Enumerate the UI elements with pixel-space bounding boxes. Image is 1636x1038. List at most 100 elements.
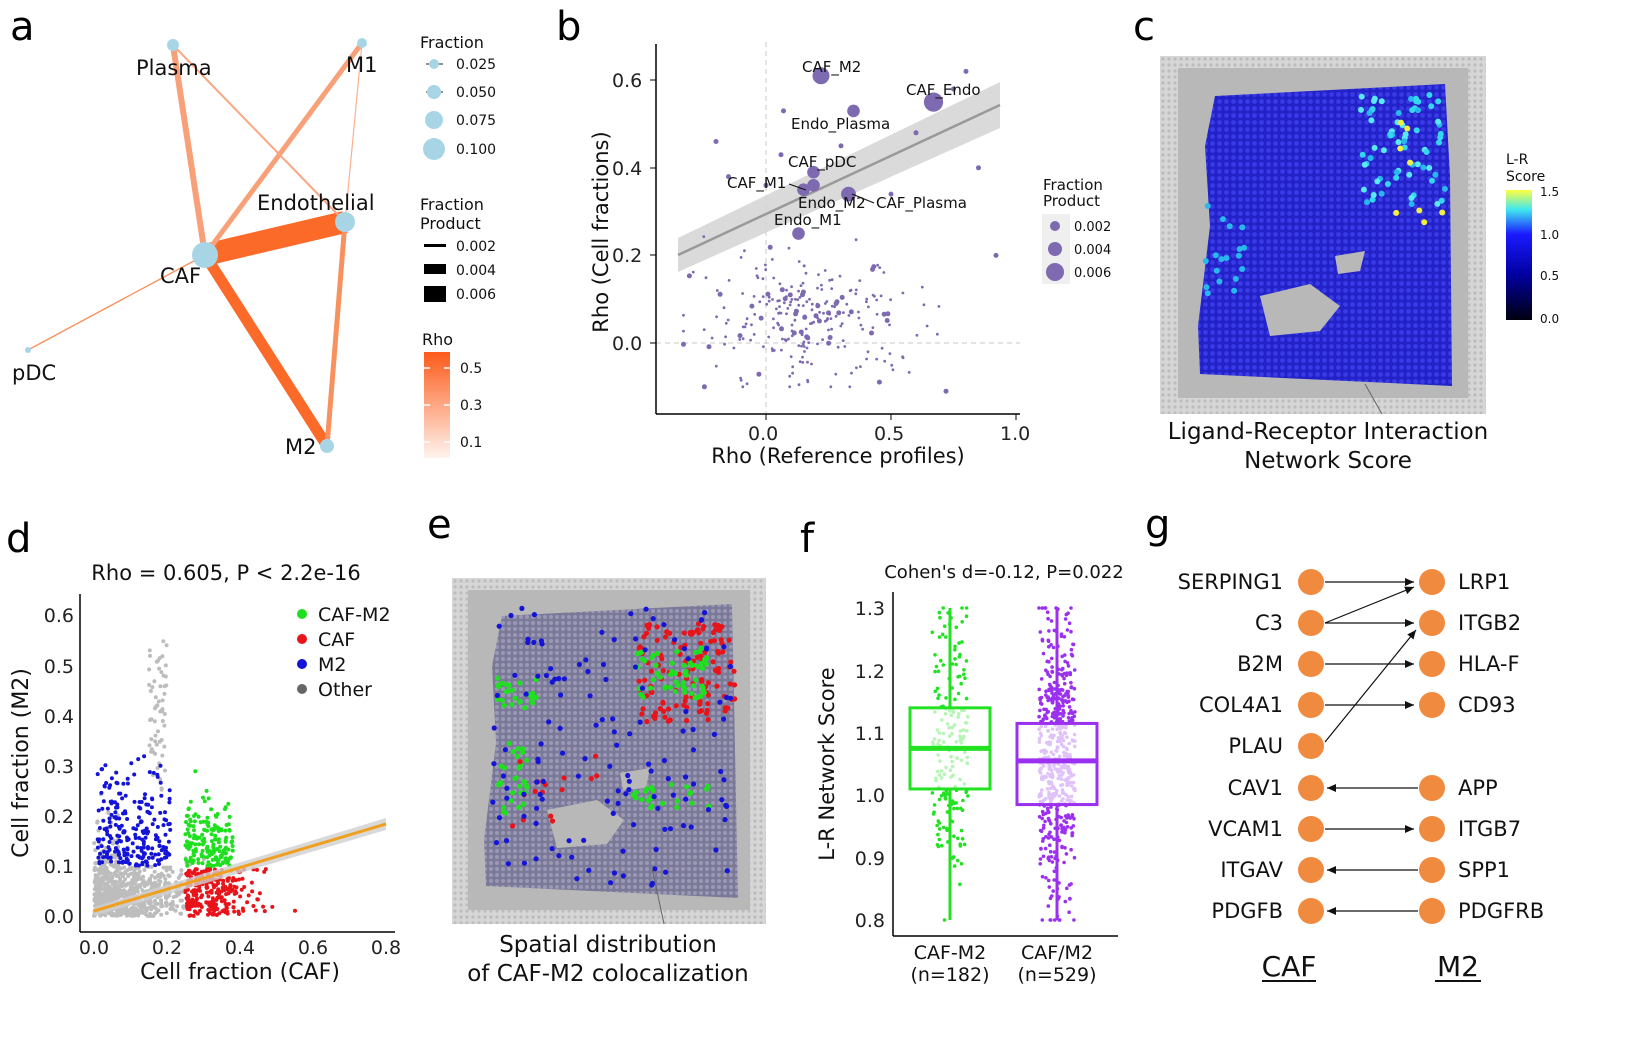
e-spot-caf: [708, 638, 714, 644]
b-legend-value: 0.004: [1074, 243, 1111, 258]
b-point: [745, 317, 749, 321]
b-point: [750, 323, 753, 327]
node-endothelial: [335, 212, 355, 232]
b-point: [836, 345, 840, 349]
b-point: [808, 297, 811, 301]
e-spot-cafm2: [693, 677, 699, 683]
d-point-other: [147, 682, 152, 687]
d-point-caf: [185, 897, 190, 902]
b-point: [807, 341, 811, 344]
d-point-m2: [142, 851, 147, 856]
e-spot-cafm2: [680, 680, 686, 686]
e-spot-caf: [720, 649, 726, 655]
b-point: [876, 263, 879, 267]
c-hot-spot: [1213, 267, 1220, 274]
d-point-m2: [101, 837, 106, 842]
e-spot-cafm2: [667, 684, 673, 690]
d-point-other: [92, 868, 97, 873]
node-label-pdc: pDC: [12, 361, 56, 385]
d-ytick: 0.5: [44, 656, 74, 678]
c-hot-spot: [1401, 138, 1408, 145]
d-point-cafm2: [215, 847, 220, 851]
c-hot-spot: [1407, 159, 1413, 166]
legend-product-value: 0.006: [456, 287, 496, 303]
c-hot-spot: [1220, 216, 1226, 223]
d-point-other: [167, 893, 171, 898]
b-point: [797, 289, 800, 293]
d-point-other: [175, 904, 179, 909]
b-point: [779, 287, 785, 293]
c-hot-spot: [1429, 177, 1435, 184]
c-hot-spot: [1439, 209, 1446, 216]
c-hot-spot: [1359, 151, 1366, 158]
b-point: [798, 329, 804, 335]
b-ytick: 0.2: [612, 245, 642, 267]
b-point: [869, 330, 874, 336]
colorbar-value: 0.0: [1540, 312, 1559, 326]
panel-c-colorbar: L-R Score 1.5 1.0 0.5 0.0: [1506, 152, 1559, 326]
d-point-caf: [191, 913, 196, 918]
d-point-m2: [119, 839, 123, 844]
b-point: [764, 263, 767, 267]
d-point-caf: [228, 886, 232, 891]
e-spot-caf: [644, 718, 650, 725]
b-labeled-point: [923, 92, 944, 112]
d-point-cafm2: [183, 832, 188, 837]
d-point-m2: [157, 862, 161, 866]
d-point-other: [163, 768, 167, 773]
b-point: [830, 287, 834, 290]
b-point: [854, 288, 858, 292]
b-point: [686, 273, 692, 279]
d-point-m2: [131, 849, 136, 854]
legend-fraction-value: 0.075: [456, 113, 496, 129]
b-point: [798, 360, 802, 364]
b-point: [762, 345, 765, 349]
e-spot-caf: [673, 703, 679, 709]
e-spot-caf: [517, 759, 523, 765]
b-point: [834, 299, 840, 305]
d-point-m2: [127, 861, 132, 866]
e-spot-caf: [639, 711, 645, 717]
b-point: [772, 276, 776, 280]
d-point-cafm2: [214, 862, 219, 867]
b-point: [826, 340, 832, 346]
d-point-cafm2: [188, 799, 193, 804]
d-point-caf: [251, 904, 256, 908]
b-xtick: 0.0: [748, 423, 778, 445]
d-point-cafm2: [196, 861, 201, 865]
d-point-m2: [158, 810, 163, 815]
d-point-caf: [199, 869, 204, 874]
d-point-cafm2: [215, 825, 220, 830]
d-point-m2: [141, 854, 146, 859]
d-point-cafm2: [230, 835, 235, 840]
d-point-other: [170, 869, 175, 874]
e-spot-caf: [717, 627, 723, 633]
b-point: [859, 365, 862, 368]
d-point-other: [154, 704, 159, 709]
d-point-caf: [223, 886, 228, 891]
e-spot-cafm2: [690, 683, 697, 689]
d-point-m2: [146, 846, 150, 851]
e-spot-caf: [559, 787, 565, 793]
e-spot-caf: [648, 668, 654, 674]
d-point-m2: [132, 772, 137, 777]
e-spot-cafm2: [674, 648, 680, 655]
d-point-cafm2: [200, 832, 205, 837]
d-xtick: 0.0: [79, 937, 109, 959]
e-spot-cafm2: [501, 765, 508, 771]
d-point-m2: [150, 846, 155, 851]
b-point: [951, 86, 956, 92]
c-hot-spot: [1387, 132, 1394, 139]
d-point-m2: [121, 781, 126, 786]
d-point-m2: [130, 841, 135, 846]
d-point-m2: [137, 855, 142, 860]
d-point-other: [108, 871, 113, 876]
d-point-cafm2: [192, 819, 197, 824]
g-right-gene: ITGB7: [1458, 817, 1521, 841]
d-point-caf: [257, 891, 262, 896]
b-point: [805, 346, 809, 350]
b-point: [839, 294, 845, 300]
e-spot-caf: [715, 622, 721, 629]
e-spot-cafm2: [517, 680, 523, 686]
d-point-other: [148, 653, 152, 658]
